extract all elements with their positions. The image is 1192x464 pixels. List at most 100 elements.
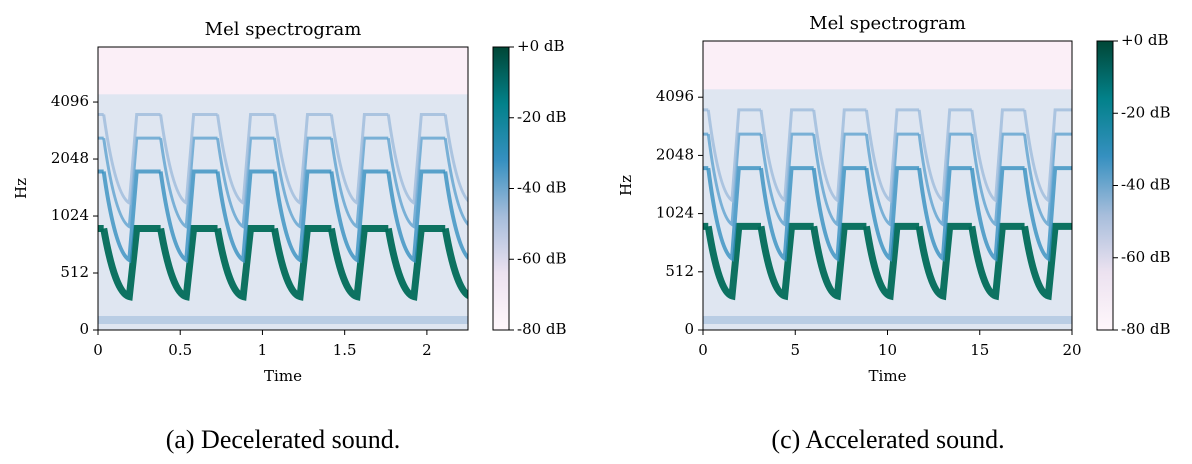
spectrogram-pattern (216, 136, 275, 230)
spectrogram-pattern (386, 113, 446, 206)
spectrogram-pattern (759, 132, 814, 227)
spectrogram-pattern (102, 113, 161, 206)
spectrogram-pattern (159, 136, 218, 230)
x-tick-label: 5 (790, 341, 800, 359)
spectrogram-pattern (864, 108, 920, 203)
colorbar-tick-label: -60 dB (517, 249, 567, 267)
spectrogram-pattern (759, 166, 814, 262)
spectrogram-pattern (443, 137, 468, 227)
colorbar-tick-label: -20 dB (517, 108, 567, 126)
spectrogram-pattern (272, 169, 332, 264)
plot-frame (97, 46, 469, 331)
colorbar-tick-label: -80 dB (517, 320, 567, 338)
spectrogram-pattern (158, 169, 218, 264)
y-tick-label: 512 (60, 263, 89, 281)
spectrogram-pattern (1021, 222, 1072, 301)
spectrogram-pattern (101, 169, 161, 264)
spectrogram-pattern (216, 113, 275, 206)
y-tick-label: 1024 (656, 204, 694, 222)
x-axis-label: Time (869, 367, 907, 385)
spectrogram-pattern (970, 108, 1025, 203)
spectrogram-pattern (384, 224, 446, 301)
spectrogram-pattern (271, 224, 332, 301)
spectrogram-pattern (917, 166, 972, 262)
spectrogram-pattern (862, 222, 920, 301)
spectrogram-pattern (757, 222, 814, 301)
spectrogram-pattern (1022, 166, 1072, 262)
spectrogram-pattern (917, 132, 972, 227)
y-axis-label: Hz (12, 178, 30, 199)
x-tick-label: 0 (698, 341, 708, 359)
x-tick-label: 1.5 (333, 341, 357, 359)
colorbar-tick-label: -80 dB (1121, 320, 1171, 338)
x-tick-label: 20 (1062, 341, 1081, 359)
spectrogram-pattern (272, 136, 332, 230)
y-tick-label: 4096 (656, 87, 694, 105)
spectrogram-pattern (100, 224, 161, 301)
spectrogram-pattern (864, 132, 920, 227)
spectrogram-pattern (329, 169, 389, 264)
x-tick-label: 15 (970, 341, 989, 359)
spectrogram-pattern (706, 108, 761, 203)
spectrogram-pattern (704, 222, 761, 301)
y-tick-label: 4096 (51, 92, 89, 110)
colorbar (1096, 40, 1114, 331)
colorbar-tick-label: -40 dB (517, 179, 567, 197)
spectrogram-pattern (329, 136, 389, 230)
spectrogram-pattern (1023, 132, 1072, 227)
spectrogram-pattern (443, 114, 468, 203)
spectrogram-pattern (759, 108, 814, 203)
spectrogram-image (703, 41, 1072, 330)
spectrogram-pattern (159, 113, 218, 206)
spectrogram-pattern (812, 132, 867, 227)
colorbar-tick-label: -40 dB (1121, 176, 1171, 194)
y-tick-label: 2048 (656, 145, 694, 163)
spectrogram-pattern (157, 224, 218, 301)
x-tick-label: 2 (422, 341, 432, 359)
spectrogram-pattern (970, 132, 1025, 227)
x-tick-label: 10 (878, 341, 897, 359)
spectrogram-pattern (327, 224, 389, 301)
spectrogram-pattern (386, 136, 446, 230)
spectrogram-pattern (329, 113, 389, 206)
colorbar-tick-label: +0 dB (517, 37, 565, 55)
y-tick-label: 2048 (51, 149, 89, 167)
colorbar-tick-label: -20 dB (1121, 103, 1171, 121)
spectrogram-pattern (915, 222, 972, 301)
x-tick-label: 0.5 (168, 341, 192, 359)
spectrogram-image (98, 47, 468, 330)
caption: (a) Decelerated sound. (166, 425, 401, 454)
chart-title: Mel spectrogram (809, 13, 966, 34)
spectrogram-pattern (917, 108, 972, 203)
spectrogram-pattern (272, 113, 332, 206)
spectrogram-pattern (968, 222, 1025, 301)
x-tick-label: 1 (258, 341, 268, 359)
chart-title: Mel spectrogram (205, 19, 362, 40)
spectrogram-pattern (1023, 108, 1072, 203)
spectrogram-pattern (812, 108, 867, 203)
caption: (c) Accelerated sound. (771, 425, 1004, 454)
x-tick-label: 0 (93, 341, 103, 359)
spectrogram-pattern (441, 227, 468, 300)
colorbar-tick-label: -60 dB (1121, 248, 1171, 266)
spectrogram-pattern (864, 166, 920, 262)
spectrogram-pattern (215, 169, 275, 264)
spectrogram-low (703, 316, 1072, 324)
spectrogram-low (98, 316, 468, 324)
x-axis-label: Time (264, 367, 302, 385)
spectrogram-pattern (102, 136, 161, 230)
y-tick-label: 512 (665, 262, 694, 280)
spectrogram-pattern (706, 132, 761, 227)
y-axis-label: Hz (617, 175, 635, 196)
colorbar (492, 46, 510, 331)
y-tick-label: 1024 (51, 206, 89, 224)
y-tick-label: 0 (684, 320, 694, 338)
spectrogram-pattern (706, 166, 761, 262)
spectrogram-pattern (810, 222, 867, 301)
y-tick-label: 0 (79, 320, 89, 338)
spectrogram-pattern (443, 171, 468, 261)
spectrogram-pattern (214, 224, 275, 301)
colorbar-tick-label: +0 dB (1121, 31, 1169, 49)
spectrogram-pattern (969, 166, 1025, 262)
